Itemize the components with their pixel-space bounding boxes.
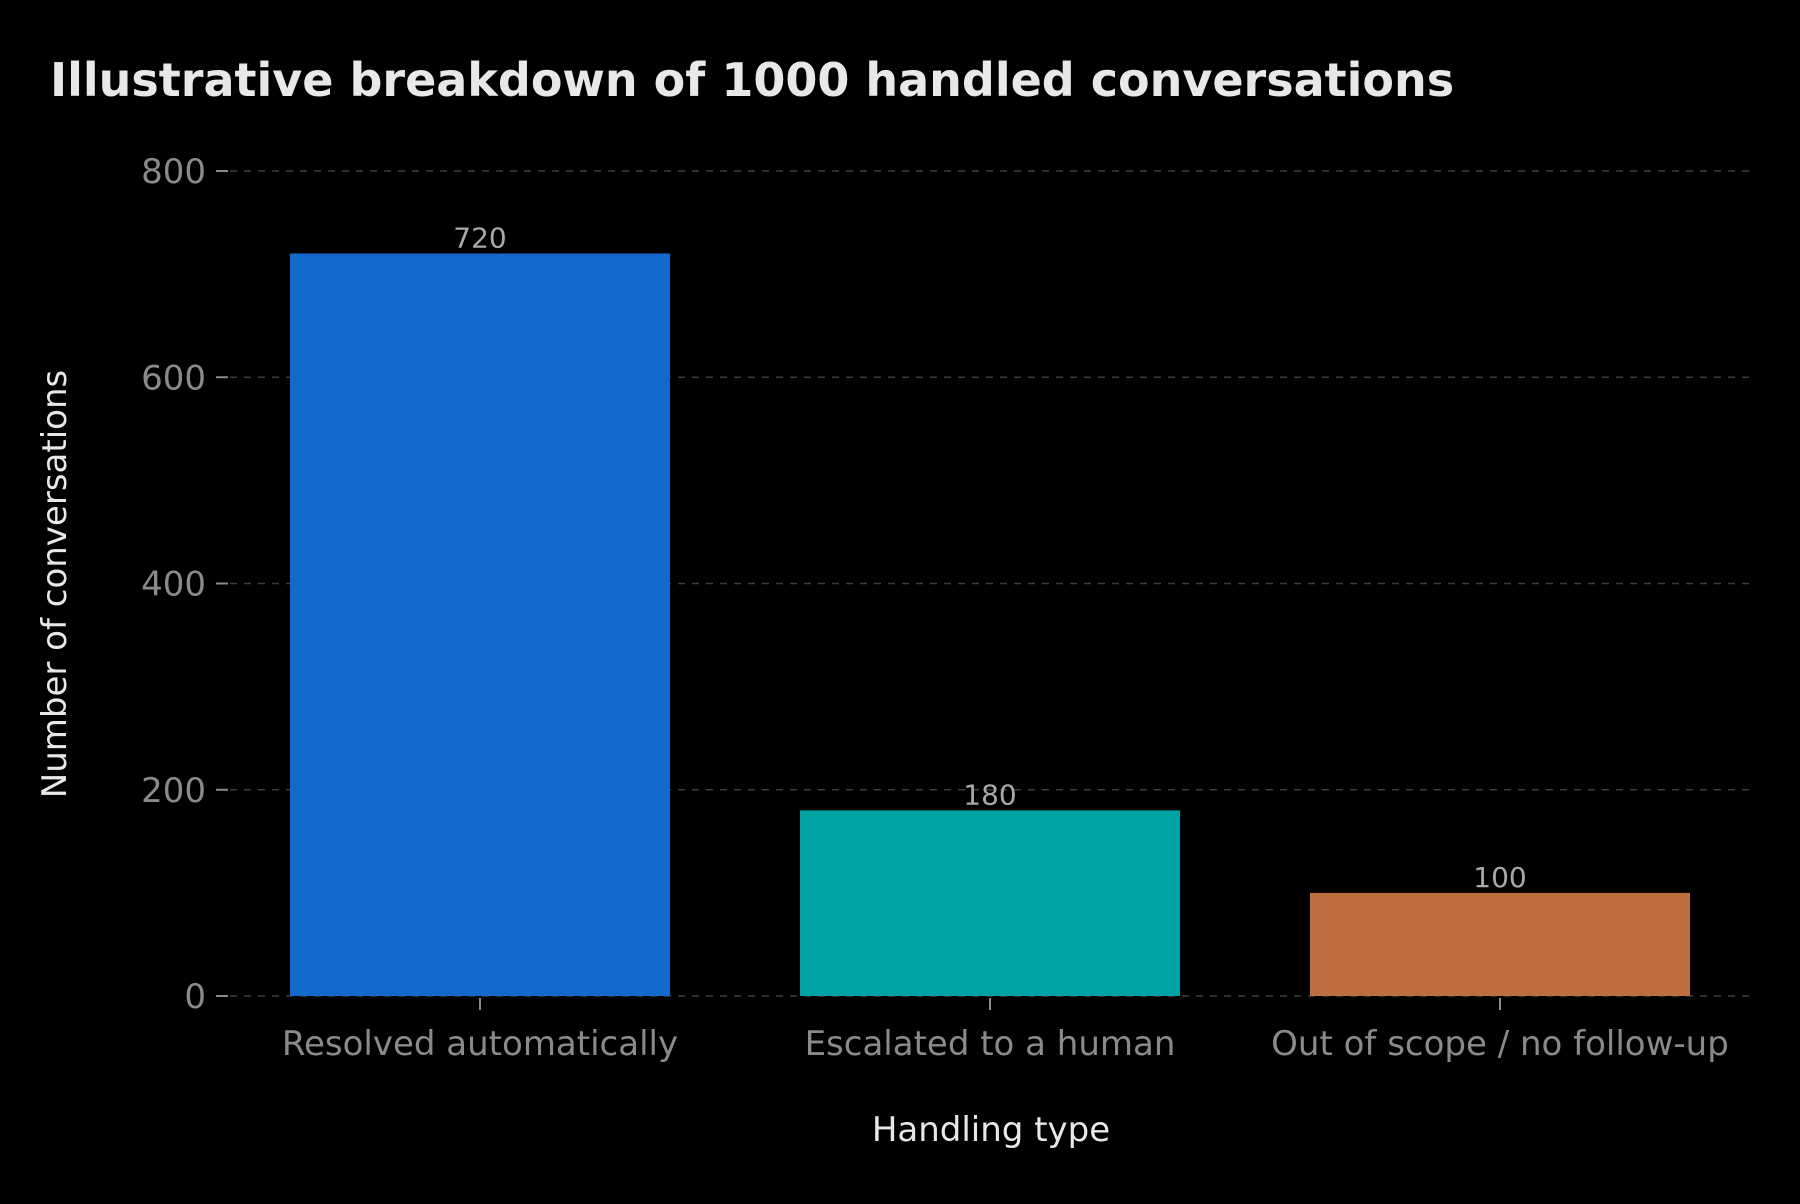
x-tick-label: Escalated to a human [805,1024,1176,1064]
chart-title: Illustrative breakdown of 1000 handled c… [50,53,1454,107]
bar [1310,892,1690,996]
x-tick-label: Out of scope / no follow-up [1271,1024,1729,1064]
x-axis-title: Handling type [872,1110,1110,1150]
bar-value-label: 100 [1473,861,1526,894]
y-tick-label: 800 [141,152,206,192]
y-tick-label: 0 [184,977,206,1017]
y-tick-label: 400 [141,565,206,605]
x-tick-label: Resolved automatically [282,1024,678,1064]
bar [800,810,1180,996]
y-tick-label: 200 [141,771,206,811]
bars: 720 180 100 [290,222,1690,996]
bar-value-label: 720 [453,222,506,255]
bar [290,253,670,996]
y-tick-label: 600 [141,358,206,398]
bar-value-label: 180 [963,778,1016,811]
y-axis-title: Number of conversations [35,370,75,798]
x-axis: Resolved automatically Escalated to a hum… [282,998,1729,1064]
y-axis: 0 200 400 600 800 [141,152,228,1017]
